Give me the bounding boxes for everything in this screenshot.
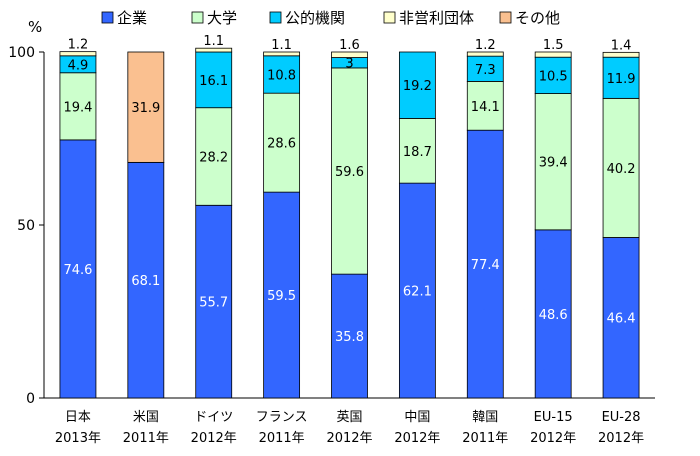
legend-swatch xyxy=(499,11,512,24)
x-tick-label-year: 2012年 xyxy=(394,431,440,446)
bar-segment xyxy=(602,51,640,58)
data-label: 28.6 xyxy=(267,137,296,152)
data-label: 4.9 xyxy=(68,58,89,73)
data-label: 11.9 xyxy=(607,72,636,87)
x-tick-label-year: 2012年 xyxy=(191,431,237,446)
data-label: 19.4 xyxy=(63,100,92,115)
data-label: 7.3 xyxy=(475,63,496,78)
legend-label: 非営利団体 xyxy=(399,9,474,27)
x-tick-label-year: 2011年 xyxy=(462,431,508,446)
data-label: 48.6 xyxy=(539,308,568,323)
bar-segment xyxy=(263,51,301,57)
x-tick-label-year: 2012年 xyxy=(326,431,372,446)
bar-segment xyxy=(195,204,233,399)
data-label: 46.4 xyxy=(607,312,636,327)
x-tick-label: 英国 xyxy=(336,410,362,425)
bar-segment xyxy=(398,182,436,399)
legend-label: 公的機関 xyxy=(285,9,345,27)
data-label: 1.2 xyxy=(68,38,89,53)
bar-segment xyxy=(59,72,97,141)
legend-label: 大学 xyxy=(207,9,237,27)
bar-segment xyxy=(127,161,165,399)
x-tick-label-year: 2011年 xyxy=(259,431,305,446)
x-tick-label-year: 2013年 xyxy=(55,431,101,446)
bar-segment xyxy=(602,237,640,399)
x-tick-label: 韓国 xyxy=(472,410,498,425)
legend-swatch xyxy=(191,11,204,24)
data-label: 1.2 xyxy=(475,38,496,53)
data-label: 1.4 xyxy=(611,38,632,53)
bar-segment xyxy=(59,51,97,57)
data-label: 19.2 xyxy=(403,79,432,94)
data-label: 40.2 xyxy=(607,162,636,177)
data-label: 1.6 xyxy=(339,38,360,53)
data-label: 10.5 xyxy=(539,69,568,84)
bar-segment xyxy=(466,51,504,57)
legend-swatch xyxy=(101,11,114,24)
legend: 企業 大学 公的機関 非営利団体 その他 xyxy=(101,9,560,27)
data-label: 68.1 xyxy=(131,274,160,289)
y-tick-label: 100 xyxy=(8,45,35,61)
x-axis-labels: 日本 2013年 米国 2011年 ドイツ 2012年 フランス 2011年 英国 2012年 中国… xyxy=(55,410,644,446)
data-label: 59.5 xyxy=(267,289,296,304)
x-tick-label: EU-28 xyxy=(602,410,641,425)
bar-segment xyxy=(466,129,504,399)
data-label: 31.9 xyxy=(131,101,160,116)
data-label: 59.6 xyxy=(335,165,364,180)
legend-swatch xyxy=(269,11,282,24)
x-tick-label: ドイツ xyxy=(194,410,233,425)
data-label: 16.1 xyxy=(199,74,228,89)
y-tick-label: 50 xyxy=(17,218,35,234)
data-label: 18.7 xyxy=(403,145,432,160)
data-label: 3 xyxy=(345,57,353,72)
data-label: 74.6 xyxy=(63,263,92,278)
legend-label: 企業 xyxy=(117,9,147,27)
bar-segment xyxy=(263,92,301,193)
bar-segment xyxy=(602,56,640,99)
data-label: 14.1 xyxy=(471,100,500,115)
legend-swatch xyxy=(383,11,396,24)
bar-segment xyxy=(127,51,165,163)
bar-segment xyxy=(534,93,572,231)
y-axis-unit-label: % xyxy=(28,18,42,36)
bar-segment xyxy=(195,51,233,109)
x-tick-label: 米国 xyxy=(133,410,159,425)
x-tick-label-year: 2012年 xyxy=(530,431,576,446)
x-tick-label: フランス xyxy=(256,410,308,425)
data-label: 77.4 xyxy=(471,258,500,273)
bar-segment xyxy=(466,81,504,131)
bar-segment xyxy=(263,191,301,399)
data-label: 28.2 xyxy=(199,150,228,165)
x-tick-label: 日本 xyxy=(65,410,91,425)
x-tick-label: 中国 xyxy=(404,410,430,425)
data-labels: 74.6 19.4 4.9 1.2 68.1 31.9 55.7 28.2 16.1 1.1 59.… xyxy=(63,34,635,345)
bar-segment xyxy=(195,47,233,53)
data-label: 1.1 xyxy=(203,34,224,49)
data-label: 10.8 xyxy=(267,68,296,83)
y-tick-label: 0 xyxy=(26,391,35,407)
bar-segment xyxy=(331,273,368,399)
bar-segment xyxy=(534,56,572,94)
bar-segment xyxy=(534,229,572,399)
bar-segment xyxy=(398,51,436,119)
data-label: 39.4 xyxy=(539,156,568,171)
x-tick-label-year: 2012年 xyxy=(598,431,644,446)
data-label: 35.8 xyxy=(335,330,364,345)
bar-segment xyxy=(466,55,504,82)
data-label: 1.1 xyxy=(271,38,292,53)
bars xyxy=(59,47,640,399)
bar-segment xyxy=(331,51,368,58)
data-label: 62.1 xyxy=(403,285,432,300)
bar-segment xyxy=(398,118,436,184)
data-label: 1.5 xyxy=(543,38,564,53)
data-label: 55.7 xyxy=(199,296,228,311)
x-tick-label-year: 2011年 xyxy=(123,431,169,446)
legend-label: その他 xyxy=(515,9,560,27)
bar-segment xyxy=(534,51,572,58)
x-tick-label: EU-15 xyxy=(534,410,573,425)
bar-segment xyxy=(263,55,301,94)
